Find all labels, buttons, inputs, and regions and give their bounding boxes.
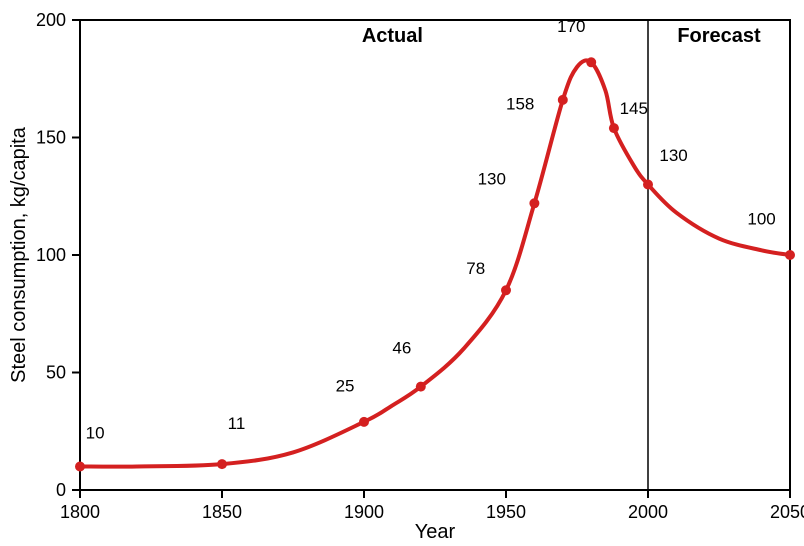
chart-svg: 1800 1850 1900 1950 2000 2050 0 50 100 150 200 Year… — [0, 0, 804, 546]
data-label: 130 — [659, 146, 687, 165]
data-marker — [501, 285, 511, 295]
data-marker — [359, 417, 369, 427]
data-marker — [785, 250, 795, 260]
data-label: 10 — [86, 423, 105, 442]
data-marker — [217, 459, 227, 469]
data-marker — [643, 180, 653, 190]
x-tick-label: 1900 — [344, 502, 384, 522]
data-label: 145 — [620, 99, 648, 118]
data-line — [80, 60, 790, 466]
y-tick-label: 150 — [36, 128, 66, 148]
forecast-label: Forecast — [677, 25, 761, 47]
data-label: 25 — [336, 376, 355, 395]
y-tick-label: 100 — [36, 245, 66, 265]
data-marker — [75, 462, 85, 472]
data-label: 11 — [228, 414, 246, 433]
x-axis-label: Year — [415, 521, 456, 543]
x-tick-label: 1950 — [486, 502, 526, 522]
data-marker — [529, 198, 539, 208]
data-marker — [609, 123, 619, 133]
data-label: 130 — [478, 170, 506, 189]
data-marker — [586, 57, 596, 67]
x-tick-label: 1800 — [60, 502, 100, 522]
x-tick-label: 2000 — [628, 502, 668, 522]
y-tick-label: 0 — [56, 480, 66, 500]
data-label: 170 — [557, 17, 585, 36]
data-label: 100 — [747, 209, 775, 228]
steel-consumption-chart: 1800 1850 1900 1950 2000 2050 0 50 100 150 200 Year… — [0, 0, 804, 546]
data-label: 158 — [506, 94, 534, 113]
plot-area — [80, 20, 790, 490]
y-tick-label: 200 — [36, 10, 66, 30]
data-label: 78 — [466, 259, 485, 278]
y-tick-label: 50 — [46, 363, 66, 383]
x-tick-label: 2050 — [770, 502, 804, 522]
y-axis-label: Steel consumption, kg/capita — [8, 126, 30, 383]
data-label: 46 — [392, 339, 411, 358]
x-tick-label: 1850 — [202, 502, 242, 522]
data-marker — [558, 95, 568, 105]
data-marker — [416, 382, 426, 392]
actual-label: Actual — [362, 25, 423, 47]
